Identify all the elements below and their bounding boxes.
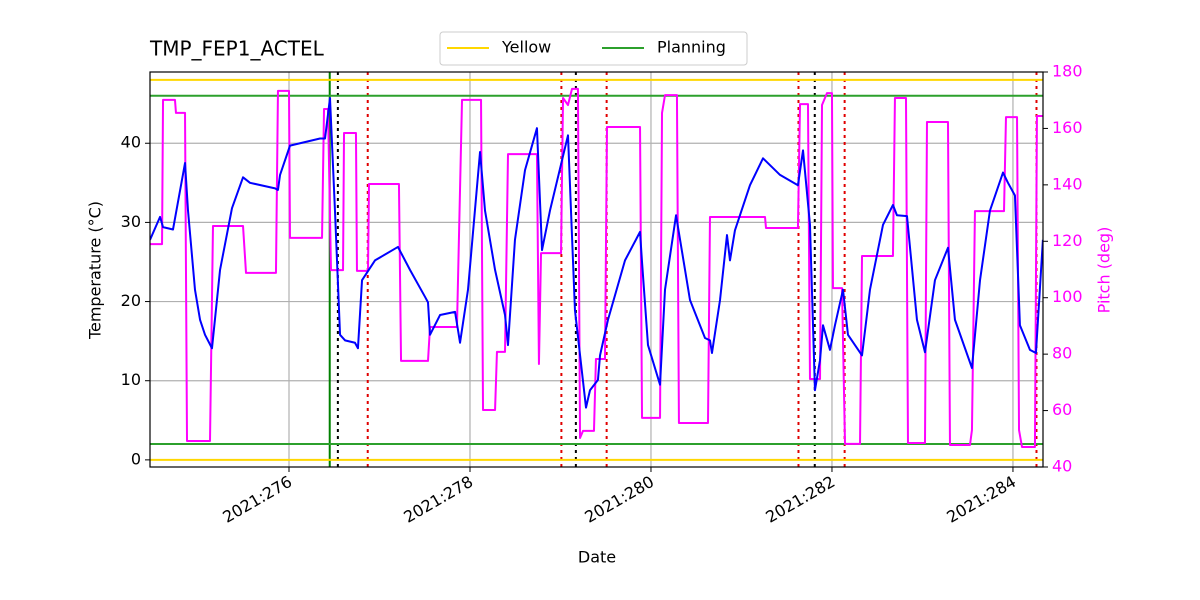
y2-axis-label: Pitch (deg) [1095, 227, 1114, 314]
y2-tick-label: 140 [1052, 174, 1083, 193]
plot-frame [149, 71, 1044, 468]
legend-label: Yellow [501, 38, 551, 57]
data-line [150, 87, 1043, 448]
x-tick-label: 2021:280 [581, 472, 657, 527]
legend: Yellow Planning [439, 31, 748, 66]
y2-tick-label: 40 [1052, 457, 1072, 476]
x-tick-label: 2021:284 [943, 472, 1019, 527]
y2-tick-label: 180 [1052, 62, 1083, 81]
y-tick-label: 20 [121, 291, 141, 310]
legend-label: Planning [657, 38, 726, 57]
y2-tick-label: 60 [1052, 400, 1072, 419]
x-tick-label: 2021:278 [400, 472, 476, 527]
legend-box [439, 31, 748, 66]
data-line [150, 97, 1043, 409]
x-tick-label: 2021:282 [762, 472, 838, 527]
y2-tick-label: 100 [1052, 287, 1083, 306]
chart-title: TMP_FEP1_ACTEL [149, 37, 325, 61]
y-tick-label: 10 [121, 370, 141, 389]
x-tick-label: 2021:276 [219, 472, 295, 527]
y-axis-label: Temperature (°C) [86, 201, 105, 340]
y-tick-label: 40 [121, 133, 141, 152]
y-tick-label: 30 [121, 212, 141, 231]
y2-tick-label: 80 [1052, 344, 1072, 363]
plot-area [150, 72, 1043, 467]
y-tick-label: 0 [131, 449, 141, 468]
y2-tick-label: 160 [1052, 118, 1083, 137]
x-axis-label: Date [578, 548, 616, 567]
y2-tick-label: 120 [1052, 231, 1083, 250]
